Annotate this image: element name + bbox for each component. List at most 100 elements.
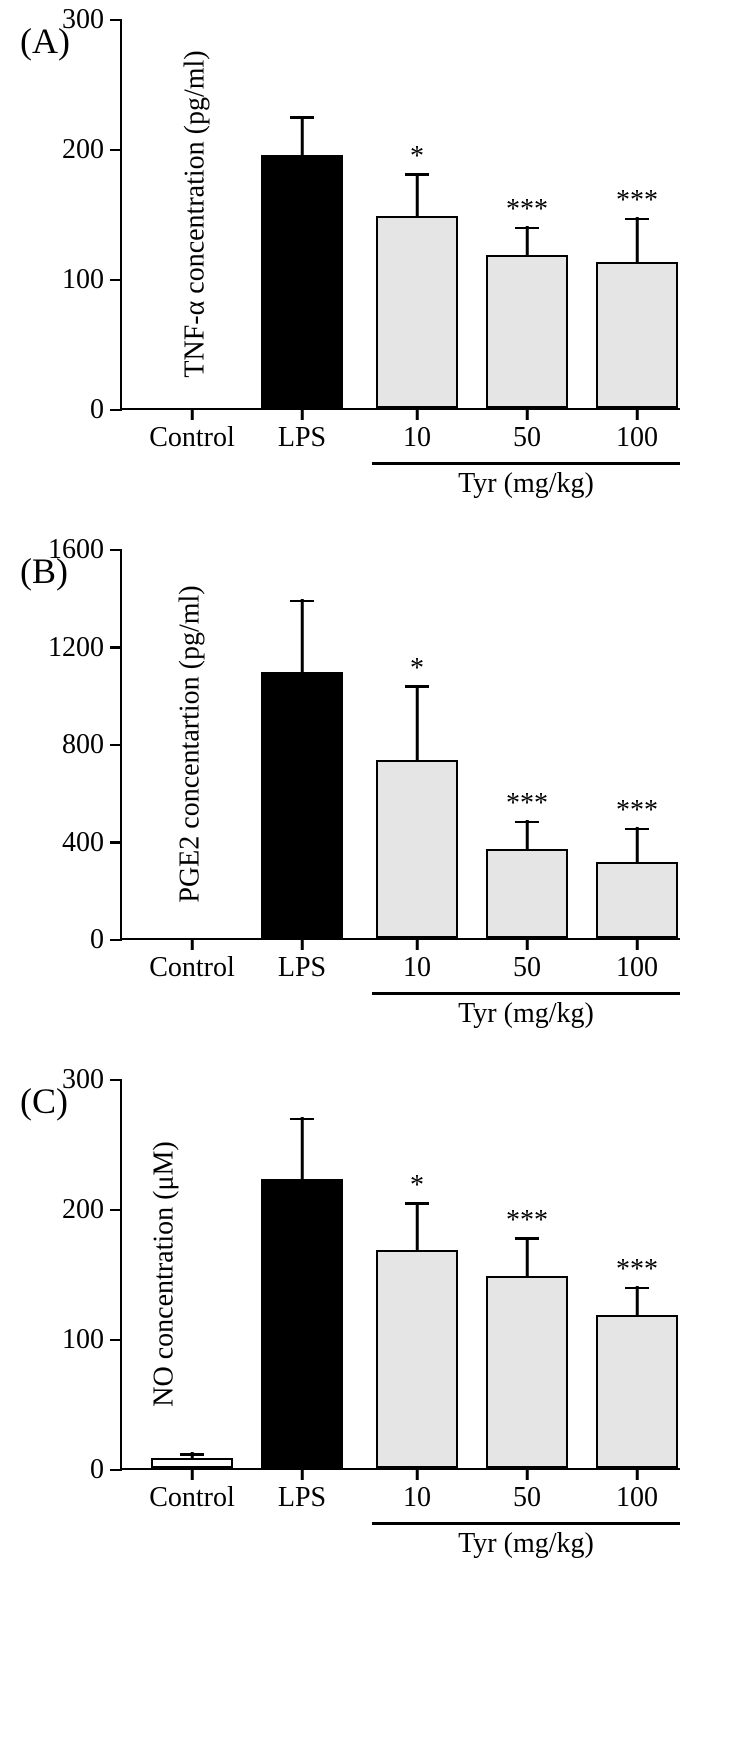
significance-marker: *	[410, 653, 424, 685]
y-tick-label: 0	[90, 394, 104, 426]
error-bar	[636, 217, 639, 263]
x-tick-label: 100	[616, 1482, 658, 1514]
bar	[261, 672, 343, 938]
x-tick-label: 50	[513, 1482, 541, 1514]
y-axis-label: TNF-α concentration (pg/ml)	[180, 50, 212, 377]
y-tick-label: 800	[62, 729, 104, 761]
error-bar	[301, 599, 304, 672]
x-tick	[416, 408, 419, 420]
x-tick	[526, 408, 529, 420]
bar	[261, 1179, 343, 1468]
bar	[486, 255, 568, 408]
x-tick	[191, 1468, 194, 1480]
y-tick	[110, 1469, 122, 1472]
significance-marker: ***	[616, 185, 658, 217]
error-cap	[290, 600, 314, 603]
x-tick-label: LPS	[278, 952, 326, 984]
significance-marker: *	[410, 1170, 424, 1202]
x-group-label: Tyr (mg/kg)	[458, 468, 594, 500]
error-bar	[526, 226, 529, 255]
significance-marker: ***	[506, 194, 548, 226]
x-tick	[636, 1468, 639, 1480]
error-cap	[625, 828, 649, 831]
y-axis-label: NO concentration (μM)	[149, 1141, 181, 1406]
significance-marker: ***	[616, 795, 658, 827]
x-tick	[416, 938, 419, 950]
y-tick	[110, 939, 122, 942]
error-bar	[416, 173, 419, 216]
bar	[596, 862, 678, 938]
y-tick	[110, 744, 122, 747]
bar	[376, 760, 458, 938]
error-cap	[405, 685, 429, 688]
error-bar	[526, 1237, 529, 1276]
error-bar	[526, 820, 529, 849]
significance-marker: *	[410, 141, 424, 173]
bar	[376, 1250, 458, 1468]
error-bar	[416, 1202, 419, 1250]
error-cap	[515, 821, 539, 824]
x-tick-label: LPS	[278, 422, 326, 454]
y-tick	[110, 149, 122, 152]
y-tick-label: 300	[62, 4, 104, 36]
x-tick	[526, 938, 529, 950]
y-tick	[110, 1339, 122, 1342]
panel-b: (B)PGE2 concentartion (pg/ml)04008001200…	[20, 550, 736, 1040]
y-tick-label: 100	[62, 264, 104, 296]
error-cap	[515, 1237, 539, 1240]
x-tick	[301, 938, 304, 950]
bar	[261, 155, 343, 409]
y-tick-label: 400	[62, 827, 104, 859]
bar	[486, 1276, 568, 1468]
x-group-line	[372, 992, 680, 995]
x-tick-label: 50	[513, 952, 541, 984]
y-tick	[110, 646, 122, 649]
y-tick	[110, 279, 122, 282]
panel-label: (C)	[20, 1080, 68, 1122]
error-cap	[290, 1118, 314, 1121]
plot-area: TNF-α concentration (pg/ml)0100200300Con…	[120, 20, 680, 410]
error-bar	[636, 1286, 639, 1315]
x-tick	[301, 1468, 304, 1480]
y-tick-label: 1600	[48, 534, 104, 566]
error-cap	[625, 1287, 649, 1290]
error-cap	[180, 1453, 204, 1456]
y-tick	[110, 1079, 122, 1082]
error-bar	[416, 685, 419, 761]
y-tick-label: 1200	[48, 632, 104, 664]
figure: (A)TNF-α concentration (pg/ml)0100200300…	[0, 0, 756, 1630]
x-group-label: Tyr (mg/kg)	[458, 1528, 594, 1560]
error-cap	[515, 227, 539, 230]
x-tick-label: 50	[513, 422, 541, 454]
bar	[596, 262, 678, 408]
chart-wrap: PGE2 concentartion (pg/ml)04008001200160…	[120, 550, 736, 1040]
x-tick	[636, 408, 639, 420]
x-tick-label: LPS	[278, 1482, 326, 1514]
x-tick	[191, 938, 194, 950]
y-tick	[110, 841, 122, 844]
significance-marker: ***	[506, 788, 548, 820]
x-tick-label: 10	[403, 952, 431, 984]
significance-marker: ***	[506, 1205, 548, 1237]
y-axis-label: PGE2 concentartion (pg/ml)	[175, 585, 207, 902]
x-tick-label: 100	[616, 422, 658, 454]
x-tick	[301, 408, 304, 420]
error-cap	[625, 218, 649, 221]
panel-a: (A)TNF-α concentration (pg/ml)0100200300…	[20, 20, 736, 510]
bar	[151, 1458, 233, 1468]
x-tick	[416, 1468, 419, 1480]
bar	[376, 216, 458, 408]
panel-c: (C) NO concentration (μM)0100200300Contro…	[20, 1080, 736, 1570]
chart-wrap: NO concentration (μM)0100200300ControlLP…	[120, 1080, 736, 1570]
y-tick	[110, 549, 122, 552]
x-tick-label: Control	[149, 422, 235, 454]
x-group-line	[372, 1522, 680, 1525]
x-group-line	[372, 462, 680, 465]
x-tick	[526, 1468, 529, 1480]
x-tick-label: 100	[616, 952, 658, 984]
y-tick	[110, 19, 122, 22]
chart-wrap: TNF-α concentration (pg/ml)0100200300Con…	[120, 20, 736, 510]
plot-area: PGE2 concentartion (pg/ml)04008001200160…	[120, 550, 680, 940]
x-tick	[191, 408, 194, 420]
y-tick	[110, 409, 122, 412]
